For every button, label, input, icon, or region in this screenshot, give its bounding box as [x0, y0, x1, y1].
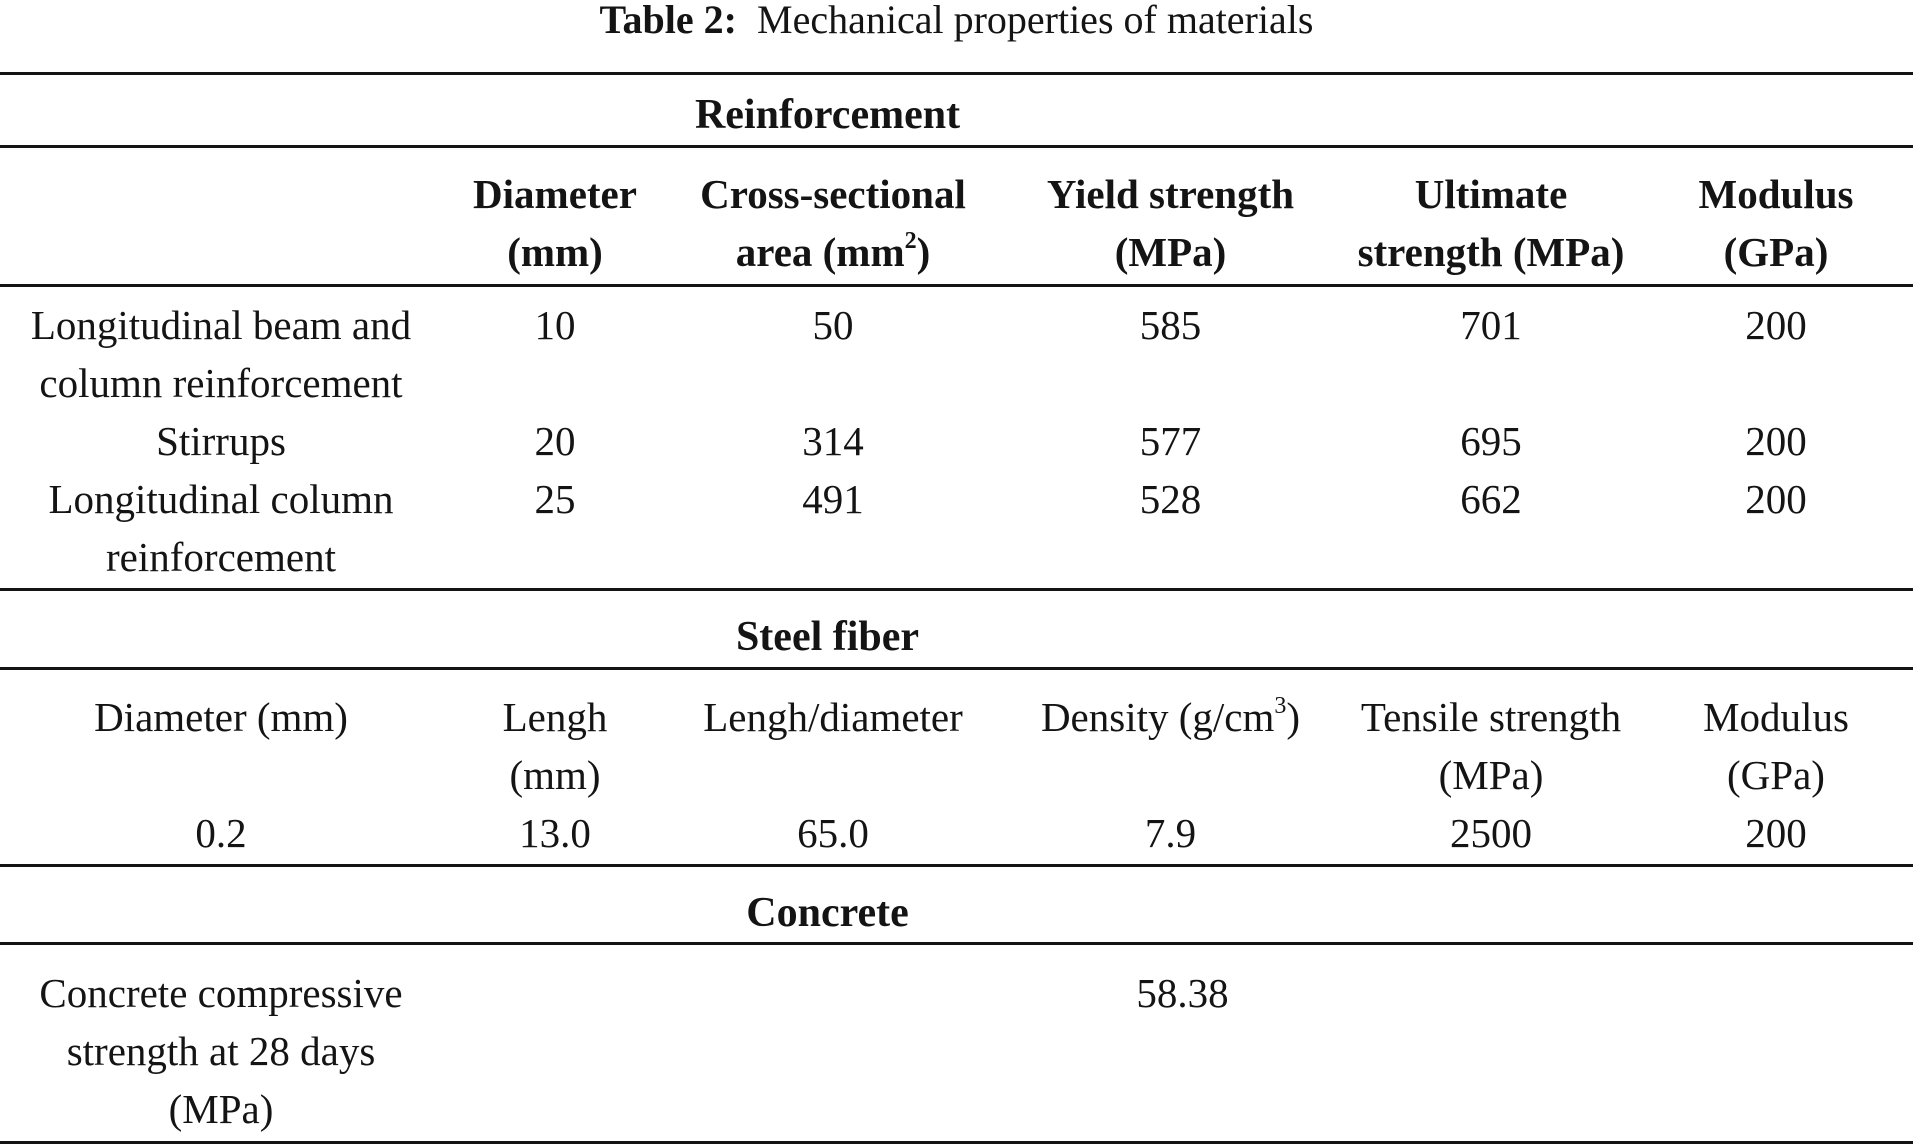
table-cell: 20 [534, 418, 576, 464]
header-fiber-modulus: Modulus (GPa) [1703, 694, 1849, 798]
concrete-section-title: Concrete [746, 890, 909, 936]
rule-above-steel-fiber [0, 588, 1913, 591]
row-label-longitudinal-beam-column: Longitudinal beam and column reinforceme… [30, 302, 412, 406]
table-cell: 528 [1139, 476, 1202, 522]
header-cross-sectional-area: Cross-sectional area (mm2) [700, 171, 966, 275]
table-cell: 50 [812, 302, 854, 348]
row-label-longitudinal-column: Longitudinal column reinforcement [48, 476, 394, 580]
header-fiber-tensile-strength: Tensile strength (MPa) [1360, 694, 1622, 798]
rule-under-steel-fiber-title [0, 667, 1913, 670]
table-caption: Table 2: Mechanical properties of materi… [0, 0, 1913, 40]
table-cell: 701 [1460, 302, 1522, 348]
row-label-stirrups: Stirrups [156, 418, 286, 464]
table-cell: 577 [1139, 418, 1202, 464]
table-cell: 314 [802, 418, 864, 464]
table-cell: 585 [1139, 302, 1202, 348]
table-cell: 695 [1460, 418, 1522, 464]
table-cell: 491 [802, 476, 864, 522]
table-cell: 10 [534, 302, 576, 348]
caption-label: Table 2: [599, 0, 737, 42]
table-cell: 65.0 [797, 810, 869, 856]
header-modulus: Modulus (GPa) [1698, 171, 1854, 275]
table-cell: 200 [1745, 302, 1807, 348]
table-cell: 200 [1745, 810, 1807, 856]
concrete-value: 58.38 [1136, 970, 1229, 1016]
table-cell: 25 [534, 476, 576, 522]
table-cell: 13.0 [519, 810, 591, 856]
header-fiber-length: Lengh (mm) [502, 694, 608, 798]
table-cell: 0.2 [195, 810, 247, 856]
caption-text: Mechanical properties of materials [757, 0, 1314, 42]
reinforcement-section-title: Reinforcement [694, 92, 961, 138]
rule-under-reinforcement-header [0, 284, 1913, 287]
table-cell: 200 [1745, 418, 1807, 464]
header-yield-strength: Yield strength (MPa) [1046, 171, 1295, 275]
header-ultimate-strength: Ultimate strength (MPa) [1357, 171, 1625, 275]
steel-fiber-section-title: Steel fiber [735, 614, 920, 660]
table-cell: 200 [1745, 476, 1807, 522]
rule-under-reinforcement-title [0, 145, 1913, 148]
rule-under-concrete-title [0, 942, 1913, 945]
row-label-concrete-compressive-strength: Concrete compressive strength at 28 days… [39, 970, 403, 1132]
table-cell: 662 [1460, 476, 1522, 522]
bottom-rule [0, 1141, 1913, 1144]
header-fiber-diameter: Diameter (mm) [94, 694, 348, 740]
rule-above-concrete [0, 864, 1913, 867]
header-fiber-density: Density (g/cm3) [1040, 693, 1301, 740]
top-rule [0, 72, 1913, 75]
header-diameter: Diameter (mm) [473, 171, 637, 275]
header-fiber-length-diameter: Lengh/diameter [703, 694, 963, 740]
table-cell: 7.9 [1144, 810, 1197, 856]
table-cell: 2500 [1450, 810, 1532, 856]
